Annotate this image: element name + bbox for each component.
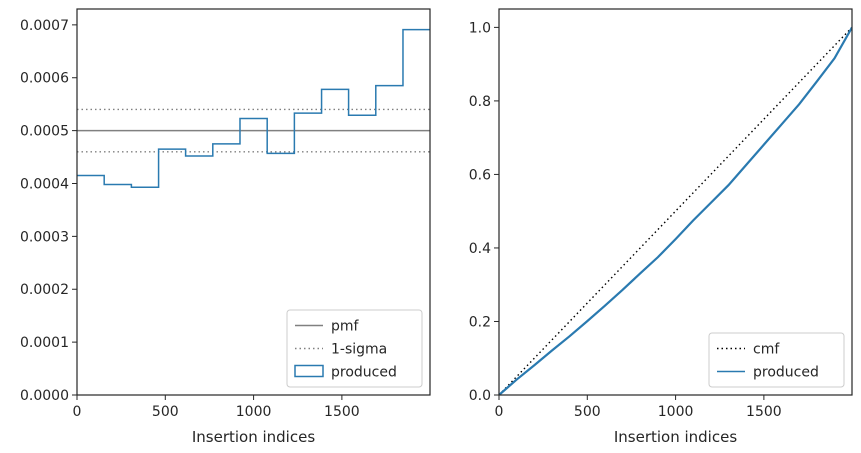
y-tick-label: 0.0005 bbox=[20, 124, 69, 140]
legend-frame bbox=[286, 309, 423, 388]
legend-label-produced: produced bbox=[331, 365, 397, 381]
legend-label-cmf: cmf bbox=[753, 342, 780, 358]
chart-panel-1: 0 500 1000 1500 0.0000 0.0001 0.0002 0.0003 0.00… bbox=[20, 8, 431, 446]
y-tick-label: 0.0004 bbox=[20, 176, 69, 192]
y-tick-label: 0.0002 bbox=[20, 282, 69, 298]
x-tick-label: 1000 bbox=[236, 404, 272, 420]
series-produced-step bbox=[77, 28, 430, 188]
y-tick-label: 0.6 bbox=[469, 167, 491, 183]
plot-area bbox=[77, 28, 430, 188]
x-tick-label: 1500 bbox=[324, 404, 360, 420]
y-tick-label: 0.8 bbox=[469, 94, 491, 110]
x-tick-label: 1000 bbox=[658, 404, 694, 420]
legend-frame bbox=[708, 332, 845, 388]
plot-area bbox=[499, 26, 852, 395]
y-tick-label: 0.0000 bbox=[20, 388, 69, 404]
y-tick-label: 0.0003 bbox=[20, 229, 69, 245]
x-tick-label: 500 bbox=[574, 404, 601, 420]
y-tick-label: 0.4 bbox=[469, 241, 491, 257]
y-tick-label: 0.0007 bbox=[20, 18, 69, 34]
x-tick-label: 1500 bbox=[746, 404, 782, 420]
legend-swatch-produced bbox=[294, 364, 324, 378]
y-tick-label: 0.0001 bbox=[20, 335, 69, 351]
x-axis-label: Insertion indices bbox=[192, 428, 315, 446]
y-tick-label: 0.0006 bbox=[20, 71, 69, 87]
legend: cmf produced bbox=[708, 332, 845, 388]
x-axis-label: Insertion indices bbox=[614, 428, 737, 446]
x-tick-label: 500 bbox=[152, 404, 179, 420]
y-tick-label: 0.0 bbox=[469, 388, 491, 404]
y-tick-label: 1.0 bbox=[469, 20, 491, 36]
x-tick-label: 0 bbox=[73, 404, 82, 420]
legend-label-produced: produced bbox=[753, 365, 819, 381]
series-produced-line bbox=[499, 26, 852, 395]
legend-label-1-sigma: 1-sigma bbox=[331, 342, 387, 358]
legend: pmf 1-sigma produced bbox=[286, 309, 423, 388]
legend-label-pmf: pmf bbox=[331, 319, 360, 335]
x-tick-label: 0 bbox=[495, 404, 504, 420]
y-tick-label: 0.2 bbox=[469, 314, 491, 330]
chart-panel-2: 0 500 1000 1500 0.0 0.2 0.4 0.6 0.8 1.0 Insertion … bbox=[469, 8, 853, 446]
